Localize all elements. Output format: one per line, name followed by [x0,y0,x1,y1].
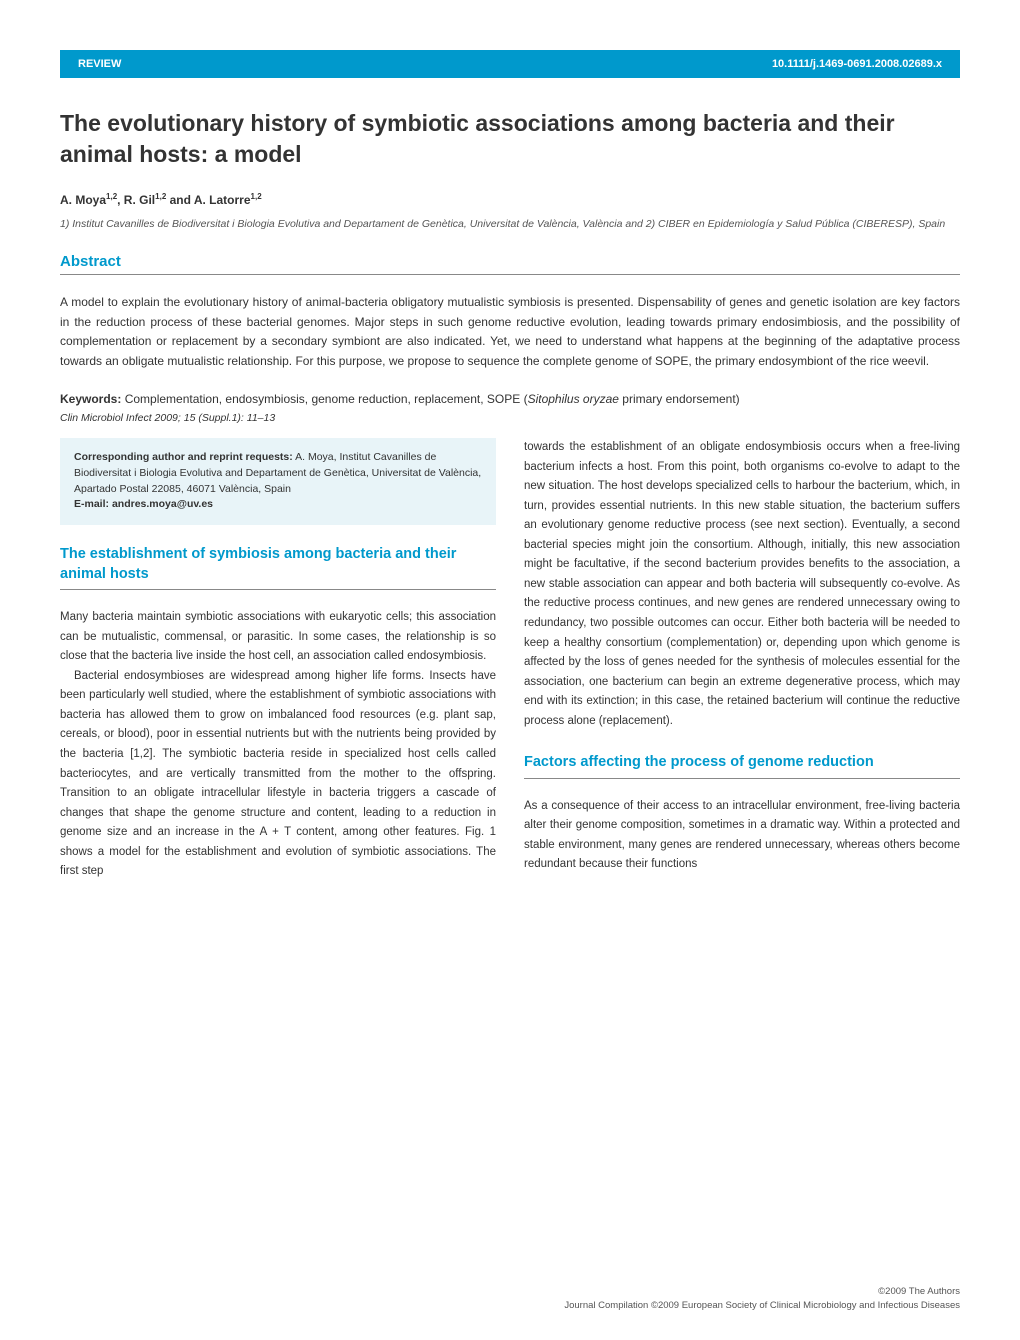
citation-text: Clin Microbiol Infect 2009; 15 (Suppl.1)… [60,412,275,424]
section2-p1: As a consequence of their access to an i… [524,797,960,875]
keywords-text: Complementation, endosymbiosis, genome r… [121,392,527,406]
section2-body: As a consequence of their access to an i… [524,797,960,875]
footer-journal: Journal Compilation ©2009 European Socie… [564,1299,960,1312]
section-label: REVIEW [78,58,121,70]
email-address: andres.moya@uv.es [112,498,213,510]
section1-p1: Many bacteria maintain symbiotic associa… [60,608,496,667]
col2-continuation: towards the establishment of an obligate… [524,438,960,731]
affiliations: 1) Institut Cavanilles de Biodiversitat … [60,217,960,233]
keywords-label: Keywords: [60,392,121,406]
right-column: towards the establishment of an obligate… [524,438,960,882]
section1-body: Many bacteria maintain symbiotic associa… [60,608,496,882]
section1-heading: The establishment of symbiosis among bac… [60,545,496,590]
keywords-text2: primary endorsement) [619,392,740,406]
page-footer: ©2009 The Authors Journal Compilation ©2… [564,1285,960,1312]
citation: Clin Microbiol Infect 2009; 15 (Suppl.1)… [60,412,960,424]
corresponding-author-box: Corresponding author and reprint request… [60,438,496,525]
header-bar: REVIEW 10.1111/j.1469-0691.2008.02689.x [60,50,960,78]
doi: 10.1111/j.1469-0691.2008.02689.x [772,58,942,70]
keywords-italic: Sitophilus oryzae [528,392,619,406]
section1-p2: Bacterial endosymbioses are widespread a… [60,667,496,882]
email-label: E-mail: [74,498,112,510]
left-column: Corresponding author and reprint request… [60,438,496,882]
section2-heading: Factors affecting the process of genome … [524,753,960,779]
article-title: The evolutionary history of symbiotic as… [60,108,960,170]
abstract-heading: Abstract [60,253,960,275]
keywords-line: Keywords: Complementation, endosymbiosis… [60,390,960,408]
two-column-layout: Corresponding author and reprint request… [60,438,960,882]
footer-copyright: ©2009 The Authors [564,1285,960,1298]
abstract-text: A model to explain the evolutionary hist… [60,293,960,372]
col2-text: towards the establishment of an obligate… [524,438,960,731]
corresponding-label: Corresponding author and reprint request… [74,451,293,463]
authors: A. Moya1,2, R. Gil1,2 and A. Latorre1,2 [60,192,960,207]
